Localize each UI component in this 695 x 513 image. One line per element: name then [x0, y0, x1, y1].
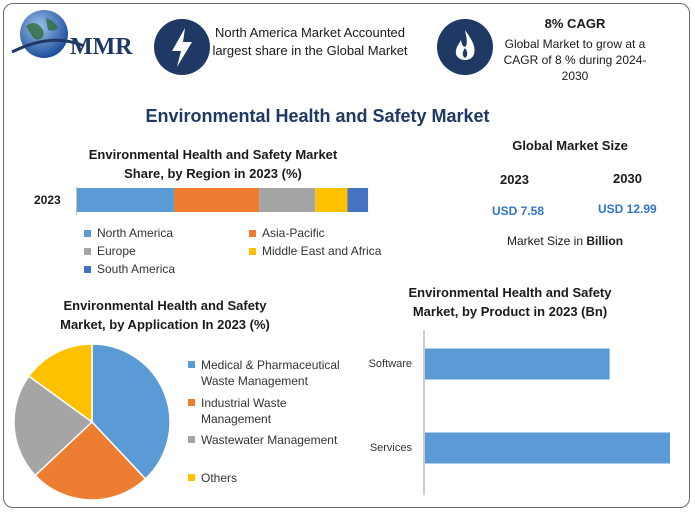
- infographic-frame: [3, 3, 690, 508]
- market-size-value-2023: USD 7.58: [492, 204, 545, 218]
- market-size-year-2030: 2030: [613, 171, 642, 186]
- application-chart-title: Environmental Health and Safety Market, …: [60, 298, 270, 332]
- region-bar-south-america: [347, 188, 369, 212]
- legend-middle-east-africa: Middle East and Africa: [249, 244, 381, 258]
- market-size-value-2030: USD 12.99: [598, 202, 657, 216]
- legend-south-america: South America: [84, 262, 175, 276]
- cagr-title: 8% CAGR: [544, 16, 606, 31]
- legend-industrial-waste: Industrial Waste Management: [188, 395, 308, 427]
- region-year-label: 2023: [34, 193, 61, 207]
- pie-slice-wastewater-management: [13, 375, 94, 477]
- region-bar-north-america: [77, 188, 175, 212]
- legend-wastewater: Wastewater Management: [188, 432, 358, 448]
- region-stacked-bar-chart: [76, 187, 369, 215]
- legend-medical-pharma: Medical & Pharmaceutical Waste Managemen…: [188, 357, 348, 389]
- legend-others: Others: [188, 470, 237, 486]
- pie-slice-others: [27, 343, 93, 424]
- product-bar-software: [425, 348, 610, 380]
- product-bar-services: [425, 432, 670, 464]
- product-bar-chart: Software Services: [369, 330, 670, 495]
- lightning-icon: [153, 18, 211, 81]
- market-size-title: Global Market Size: [512, 138, 628, 153]
- market-size-year-2023: 2023: [500, 172, 529, 187]
- globe-icon: [11, 10, 85, 58]
- application-pie-chart: [13, 343, 171, 501]
- cagr-text: Global Market to grow at a CAGR of 8 % d…: [503, 37, 647, 83]
- product-label-services: Services: [370, 442, 413, 454]
- region-bar-europe: [259, 188, 316, 212]
- legend-north-america: North America: [84, 226, 173, 240]
- region-bar-middle-east-and-africa: [315, 188, 348, 212]
- product-chart-title: Environmental Health and Safety Market, …: [408, 285, 612, 319]
- pie-slice-industrial-waste-management: [34, 420, 147, 501]
- region-chart-title: Environmental Health and Safety Market S…: [88, 147, 338, 181]
- flame-icon: [436, 18, 494, 81]
- main-title: Environmental Health and Safety Market: [145, 106, 490, 126]
- product-label-software: Software: [369, 358, 412, 370]
- highlight-north-america: North America Market Accounted largest s…: [212, 25, 408, 58]
- market-size-note: Market Size in Billion: [507, 234, 624, 248]
- legend-asia-pacific: Asia-Pacific: [249, 226, 325, 240]
- legend-europe: Europe: [84, 244, 136, 258]
- logo: MMR: [10, 8, 140, 68]
- region-bar-asia-pacific: [174, 188, 260, 212]
- pie-slice-medical-pharmaceutical-waste-management: [91, 343, 171, 480]
- brand-name: MMR: [70, 34, 133, 60]
